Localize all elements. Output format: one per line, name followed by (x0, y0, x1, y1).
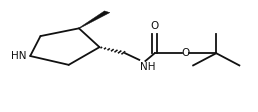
Text: HN: HN (11, 51, 26, 61)
Text: O: O (150, 21, 159, 31)
Polygon shape (78, 11, 110, 28)
Text: O: O (181, 48, 190, 58)
Text: NH: NH (140, 61, 155, 72)
